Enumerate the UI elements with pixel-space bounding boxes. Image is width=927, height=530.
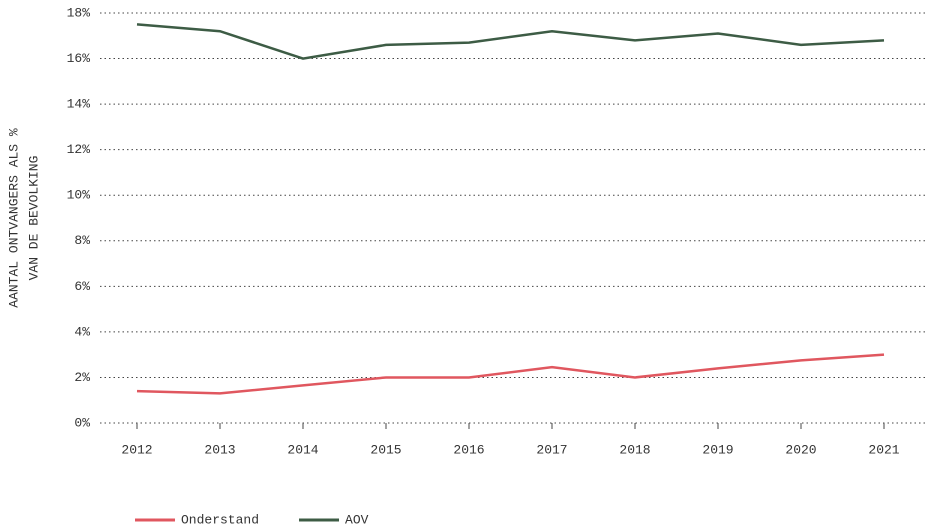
y-tick-label: 0%	[74, 415, 90, 430]
y-tick-label: 18%	[67, 5, 91, 20]
x-tick-label: 2021	[868, 442, 899, 457]
x-tick-label: 2018	[619, 442, 650, 457]
y-tick-label: 2%	[74, 370, 90, 385]
y-tick-label: 12%	[67, 142, 91, 157]
legend-label: Onderstand	[181, 512, 259, 527]
y-tick-label: 10%	[67, 188, 91, 203]
y-tick-label: 4%	[74, 324, 90, 339]
legend-label: AOV	[345, 512, 369, 527]
y-tick-label: 14%	[67, 97, 91, 112]
x-tick-label: 2020	[785, 442, 816, 457]
y-axis-label: VAN DE BEVOLKING	[26, 156, 41, 281]
x-tick-label: 2012	[121, 442, 152, 457]
line-series	[136, 23, 885, 60]
line-series	[136, 353, 885, 395]
x-tick-label: 2014	[287, 442, 318, 457]
x-tick-label: 2016	[453, 442, 484, 457]
x-tick-label: 2013	[204, 442, 235, 457]
y-tick-label: 16%	[67, 51, 91, 66]
x-tick-label: 2019	[702, 442, 733, 457]
y-axis-label: AANTAL ONTVANGERS ALS %	[6, 128, 21, 308]
x-tick-label: 2015	[370, 442, 401, 457]
x-tick-label: 2017	[536, 442, 567, 457]
y-tick-label: 8%	[74, 233, 90, 248]
y-tick-label: 6%	[74, 279, 90, 294]
